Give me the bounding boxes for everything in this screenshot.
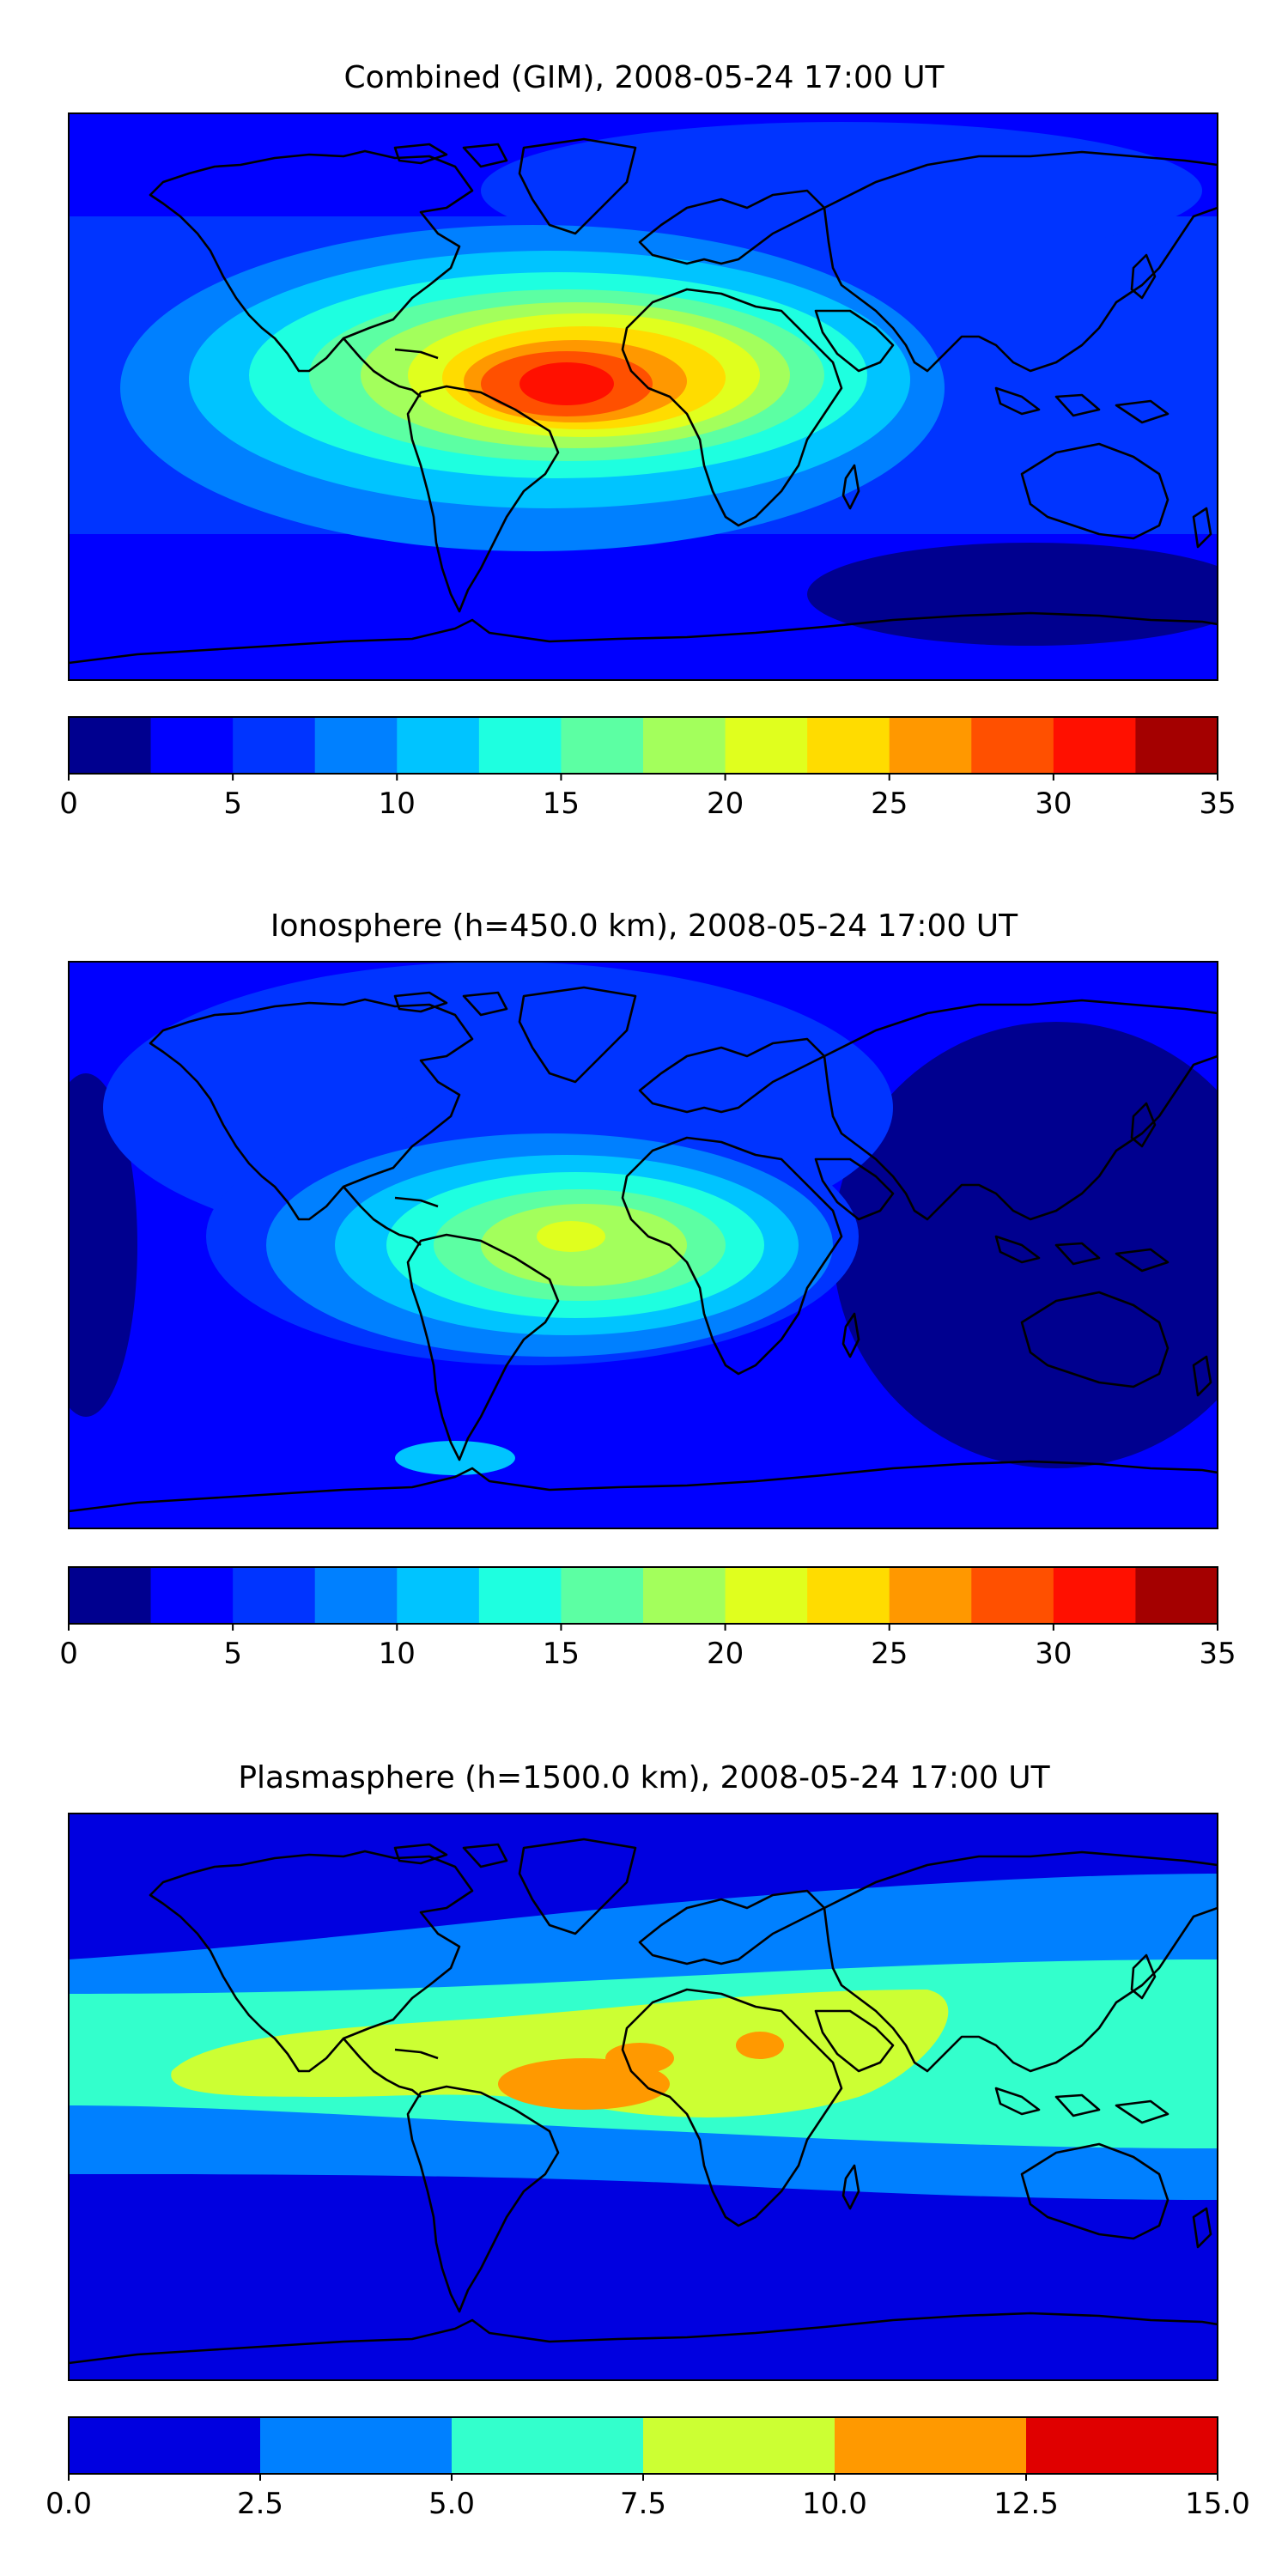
colorbar-tick-label: 15 xyxy=(543,1637,580,1671)
colorbar-segment xyxy=(1135,1567,1218,1624)
colorbar-segment xyxy=(725,1567,808,1624)
colorbar-segment xyxy=(889,1567,972,1624)
colorbar-segment xyxy=(233,1567,316,1624)
colorbar-tick-label: 20 xyxy=(707,787,744,821)
colorbar-segment xyxy=(452,2417,644,2474)
colorbar-segment xyxy=(69,2417,261,2474)
chart-title: Combined (GIM), 2008-05-24 17:00 UT xyxy=(343,60,945,95)
contour-band xyxy=(537,1221,605,1252)
colorbar-tick-label: 5 xyxy=(223,787,242,821)
colorbar-segment xyxy=(643,2417,835,2474)
colorbar-segment xyxy=(478,717,562,774)
colorbar-tick-label: 10 xyxy=(379,787,416,821)
colorbar-tick-label: 10 xyxy=(379,1637,416,1671)
colorbar-segment xyxy=(478,1567,562,1624)
colorbar-segment xyxy=(1053,717,1136,774)
contour-band xyxy=(833,1022,1218,1468)
colorbar-segment xyxy=(643,1567,726,1624)
colorbar-segment xyxy=(1026,2417,1218,2474)
contour-band xyxy=(807,543,1218,646)
contour-band xyxy=(605,2043,674,2074)
colorbar-tick-label: 10.0 xyxy=(802,2487,867,2521)
colorbar-tick-label: 35 xyxy=(1199,787,1236,821)
colorbar-tick-label: 25 xyxy=(871,787,908,821)
colorbar-segment xyxy=(314,1567,398,1624)
colorbar-tick-label: 15 xyxy=(543,787,580,821)
colorbar-segment xyxy=(561,717,644,774)
colorbar-segment xyxy=(1135,717,1218,774)
chart-title: Plasmasphere (h=1500.0 km), 2008-05-24 1… xyxy=(238,1760,1050,1795)
colorbar-tick-label: 20 xyxy=(707,1637,744,1671)
colorbar-tick-label: 15.0 xyxy=(1185,2487,1250,2521)
colorbar-segment xyxy=(807,717,890,774)
contour-band xyxy=(171,1990,949,2117)
colorbar: 0 5 10 15 20 25 30 35 xyxy=(59,1566,1236,1671)
colorbar-tick-label: 0 xyxy=(59,1637,78,1671)
colorbar-segment xyxy=(150,717,234,774)
colorbar-tick-label: 0 xyxy=(59,787,78,821)
colorbar-segment xyxy=(69,1567,152,1624)
colorbar-segment xyxy=(725,717,808,774)
contour-band xyxy=(395,1441,515,1475)
map-plot xyxy=(68,1813,1218,2381)
colorbar-segment xyxy=(561,1567,644,1624)
chart-title: Ionosphere (h=450.0 km), 2008-05-24 17:0… xyxy=(270,908,1018,944)
colorbar-segment xyxy=(397,717,480,774)
colorbar-segment xyxy=(971,717,1054,774)
colorbar-tick-label: 0.0 xyxy=(46,2487,92,2521)
colorbar: 0 5 10 15 20 25 30 35 xyxy=(59,716,1236,821)
colorbar-frame xyxy=(68,1566,1218,1625)
panel-ionosphere: Ionosphere (h=450.0 km), 2008-05-24 17:0… xyxy=(59,908,1236,1671)
colorbar-segment xyxy=(69,717,152,774)
map-plot xyxy=(68,112,1218,681)
colorbar-segment xyxy=(314,717,398,774)
colorbar-frame xyxy=(68,716,1218,775)
colorbar-segment xyxy=(835,2417,1027,2474)
colorbar-tick-label: 7.5 xyxy=(620,2487,666,2521)
colorbar-segment xyxy=(397,1567,480,1624)
colorbar-tick-label: 30 xyxy=(1035,787,1072,821)
colorbar: 0.0 2.5 5.0 7.5 10.0 12.5 15.0 xyxy=(46,2416,1250,2521)
panel-plasmasphere: Plasmasphere (h=1500.0 km), 2008-05-24 1… xyxy=(46,1760,1250,2521)
colorbar-tick-label: 35 xyxy=(1199,1637,1236,1671)
colorbar-segment xyxy=(807,1567,890,1624)
map-plot xyxy=(68,961,1218,1529)
colorbar-tick-label: 12.5 xyxy=(993,2487,1059,2521)
colorbar-segment xyxy=(150,1567,234,1624)
colorbar-segment xyxy=(1053,1567,1136,1624)
colorbar-segment xyxy=(889,717,972,774)
panel-combined: Combined (GIM), 2008-05-24 17:00 UT xyxy=(59,60,1236,821)
colorbar-tick-label: 5.0 xyxy=(428,2487,475,2521)
colorbar-tick-label: 5 xyxy=(223,1637,242,1671)
contour-band xyxy=(736,2032,784,2059)
colorbar-segment xyxy=(233,717,316,774)
colorbar-tick-label: 2.5 xyxy=(237,2487,283,2521)
colorbar-segment xyxy=(260,2417,453,2474)
contour-band xyxy=(519,362,614,405)
contour-band xyxy=(69,1073,137,1417)
colorbar-segment xyxy=(643,717,726,774)
colorbar-tick-label: 25 xyxy=(871,1637,908,1671)
colorbar-tick-label: 30 xyxy=(1035,1637,1072,1671)
colorbar-segment xyxy=(971,1567,1054,1624)
